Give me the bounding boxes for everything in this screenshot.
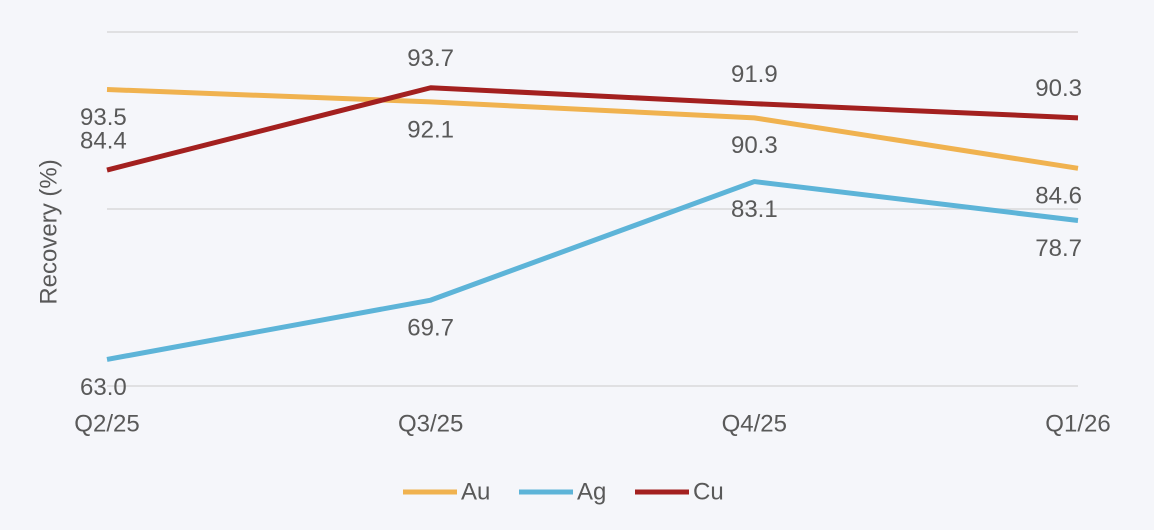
data-label: 90.3: [1035, 75, 1082, 102]
data-label: 84.6: [1035, 183, 1082, 210]
data-label: 90.3: [731, 132, 778, 159]
data-label: 63.0: [80, 374, 127, 401]
legend-label: Ag: [577, 478, 606, 505]
data-label: 91.9: [731, 61, 778, 88]
legend-label: Au: [461, 478, 490, 505]
series-line: [106, 87, 1079, 171]
data-label: 69.7: [407, 314, 454, 341]
data-label: 93.7: [407, 45, 454, 72]
data-label: 93.5: [80, 104, 127, 131]
x-tick-label: Q1/26: [1045, 410, 1110, 437]
data-label: 78.7: [1035, 235, 1082, 262]
x-tick-label: Q3/25: [398, 410, 463, 437]
legend-label: Cu: [693, 478, 724, 505]
data-label: 84.4: [80, 127, 127, 154]
x-tick-label: Q2/25: [74, 410, 139, 437]
series-line: [106, 179, 1079, 362]
series-line: [106, 85, 1079, 173]
y-axis-title: Recovery (%): [35, 159, 62, 304]
data-label: 83.1: [731, 196, 778, 223]
x-tick-label: Q4/25: [722, 410, 787, 437]
data-label: 92.1: [407, 116, 454, 143]
